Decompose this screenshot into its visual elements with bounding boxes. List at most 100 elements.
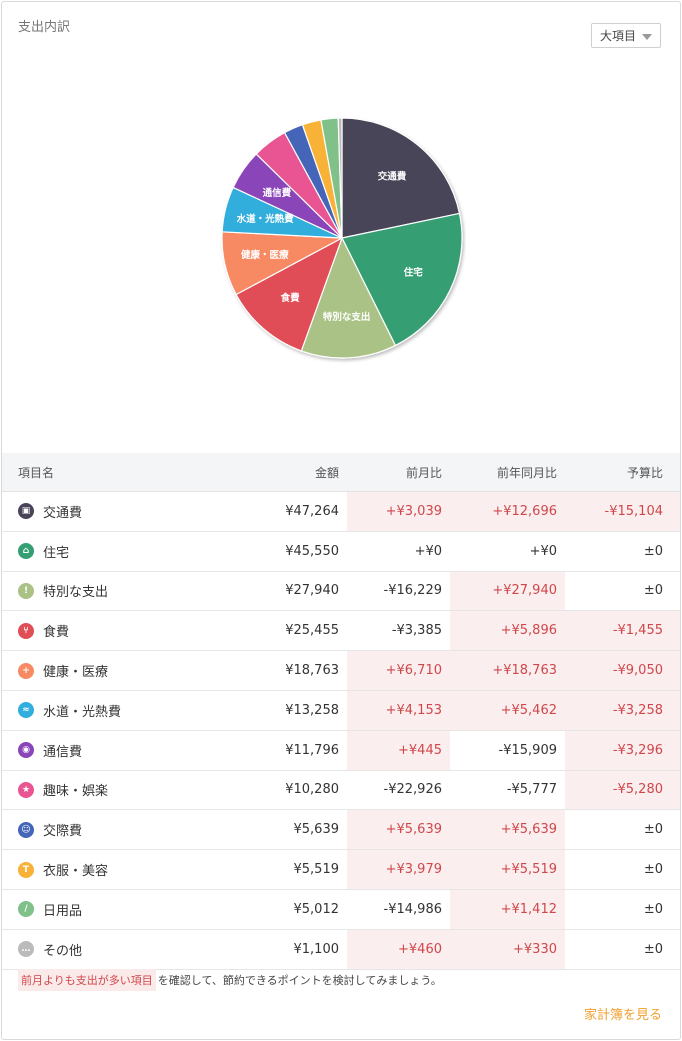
- item-name-cell: T 衣服・美容: [2, 850, 232, 889]
- brush-icon: /: [18, 901, 34, 918]
- table-row[interactable]: ≈ 水道・光熱費 ¥13,258 +¥4,153 +¥5,462 -¥3,258: [2, 690, 680, 731]
- table-row[interactable]: ⌂ 住宅 ¥45,550 +¥0 +¥0 ±0: [2, 532, 680, 572]
- pie-slice[interactable]: [337, 117, 343, 239]
- item-name: 交通費: [43, 505, 83, 521]
- chevron-down-icon: [642, 33, 652, 40]
- item-name: 食費: [43, 625, 70, 641]
- header-budget-ratio: 予算比: [626, 465, 663, 480]
- item-name-cell: / 日用品: [2, 890, 232, 929]
- yoy-cell: +¥5,639: [450, 810, 565, 850]
- fork-knife-icon: ⑂: [18, 622, 34, 639]
- item-name-cell: ⑂ 食費: [2, 611, 232, 650]
- item-name: 住宅: [43, 545, 70, 561]
- item-name-cell: + 健康・医療: [2, 651, 232, 690]
- table-body: ▣ 交通費 ¥47,264 +¥3,039 +¥12,696 -¥15,104 ⌂ 住宅 ¥45…: [2, 492, 680, 970]
- table-header: 項目名 金額 前月比 前年同月比 予算比: [2, 453, 680, 492]
- mom-cell: +¥6,710: [347, 651, 450, 690]
- pie-slice-label: 水道・光熱費: [237, 213, 295, 225]
- amount-cell: ¥1,100: [293, 941, 340, 957]
- item-name-cell: ★ 趣味・娯楽: [2, 771, 232, 810]
- amount-cell: ¥5,639: [293, 822, 340, 838]
- train-icon: ▣: [18, 503, 34, 520]
- item-name: 趣味・娯楽: [43, 784, 109, 800]
- header-year-over-year: 前年同月比: [496, 465, 557, 480]
- yoy-cell: +¥18,763: [450, 651, 565, 690]
- amount-cell: ¥25,455: [285, 623, 339, 639]
- item-name: 日用品: [43, 903, 83, 919]
- table-row[interactable]: … その他 ¥1,100 +¥460 +¥330 ±0: [2, 929, 680, 970]
- budget-cell: -¥3,258: [565, 690, 680, 730]
- item-name: 健康・医療: [43, 665, 109, 681]
- item-name: 特別な支出: [43, 585, 109, 601]
- pie-slice[interactable]: [235, 236, 344, 352]
- pie-slice[interactable]: [300, 236, 397, 359]
- table-row[interactable]: + 健康・医療 ¥18,763 +¥6,710 +¥18,763 -¥9,050: [2, 651, 680, 691]
- pie-slice-label: 健康・医療: [241, 249, 289, 261]
- advice-text: を確認して、節約できるポイントを検討してみましょう。: [157, 974, 442, 987]
- category-level-dropdown[interactable]: 大項目: [591, 23, 661, 48]
- exclamation-icon: !: [18, 582, 34, 599]
- table-row[interactable]: ★ 趣味・娯楽 ¥10,280 -¥22,926 -¥5,777 -¥5,280: [2, 770, 680, 811]
- pie-slice[interactable]: [341, 212, 463, 347]
- budget-cell: ±0: [643, 583, 663, 599]
- budget-cell: ±0: [643, 941, 663, 957]
- view-household-book-link[interactable]: 家計簿を見る: [583, 1008, 662, 1023]
- advice-note: 前月よりも支出が多い項目 を確認して、節約できるポイントを検討してみましょう。: [18, 969, 442, 991]
- item-name-cell: … その他: [2, 930, 232, 969]
- header-month-over-month: 前月比: [405, 465, 442, 480]
- budget-cell: ±0: [643, 901, 663, 917]
- star-icon: ★: [18, 781, 34, 798]
- amount-cell: ¥27,940: [285, 583, 339, 599]
- amount-cell: ¥45,550: [285, 543, 339, 559]
- mom-cell: +¥4,153: [347, 690, 450, 730]
- item-name: その他: [43, 943, 83, 959]
- table-row[interactable]: ◉ 通信費 ¥11,796 +¥445 -¥15,909 -¥3,296: [2, 730, 680, 771]
- advice-highlight: 前月よりも支出が多い項目: [18, 969, 156, 991]
- item-name-cell: ◉ 通信費: [2, 731, 232, 770]
- yoy-cell: +¥1,412: [450, 889, 565, 929]
- faucet-icon: ≈: [18, 702, 34, 719]
- mom-cell: +¥5,639: [347, 810, 450, 850]
- yoy-cell: +¥5,462: [450, 690, 565, 730]
- amount-cell: ¥10,280: [285, 782, 339, 798]
- pie-slice-label: 住宅: [404, 267, 424, 279]
- yoy-cell: +¥0: [529, 543, 557, 559]
- people-icon: ☺: [18, 821, 34, 838]
- item-name-cell: ≈ 水道・光熱費: [2, 691, 232, 730]
- table-row[interactable]: ⑂ 食費 ¥25,455 -¥3,385 +¥5,896 -¥1,455: [2, 611, 680, 652]
- item-name-cell: ! 特別な支出: [2, 572, 232, 611]
- mom-cell: +¥445: [347, 730, 450, 770]
- shirt-icon: T: [18, 861, 34, 878]
- mom-cell: +¥460: [347, 929, 450, 969]
- header-amount: 金額: [314, 465, 339, 480]
- amount-cell: ¥5,012: [293, 901, 340, 917]
- mom-cell: +¥3,039: [347, 492, 450, 531]
- table-row[interactable]: ▣ 交通費 ¥47,264 +¥3,039 +¥12,696 -¥15,104: [2, 492, 680, 532]
- pie-slice-label: 交通費: [378, 171, 407, 183]
- item-name-cell: ⌂ 住宅: [2, 532, 232, 571]
- dots-icon: …: [18, 941, 34, 958]
- item-name-cell: ▣ 交通費: [2, 492, 232, 531]
- expense-pie-chart: 交通費 住宅 特別な支出 食費 健康・医療 水道・光熱費 通信費: [214, 110, 466, 366]
- amount-cell: ¥13,258: [285, 702, 339, 718]
- table-row[interactable]: T 衣服・美容 ¥5,519 +¥3,979 +¥5,519 ±0: [2, 850, 680, 890]
- item-name: 衣服・美容: [43, 864, 109, 880]
- dropdown-label: 大項目: [599, 29, 636, 43]
- item-name: 通信費: [43, 744, 83, 760]
- table-row[interactable]: ! 特別な支出 ¥27,940 -¥16,229 +¥27,940 ±0: [2, 571, 680, 612]
- table-row[interactable]: / 日用品 ¥5,012 -¥14,986 +¥1,412 ±0: [2, 889, 680, 930]
- yoy-cell: +¥5,519: [450, 850, 565, 889]
- pie-slice-label: 食費: [280, 292, 301, 304]
- header-item-name: 項目名: [18, 465, 55, 480]
- table-row[interactable]: ☺ 交際費 ¥5,639 +¥5,639 +¥5,639 ±0: [2, 810, 680, 851]
- budget-cell: -¥3,296: [565, 730, 680, 770]
- antenna-icon: ◉: [18, 742, 34, 759]
- budget-cell: -¥15,104: [565, 492, 680, 531]
- amount-cell: ¥11,796: [285, 742, 339, 758]
- pie-slice[interactable]: [341, 117, 461, 239]
- medical-cross-icon: +: [18, 662, 34, 679]
- yoy-cell: +¥5,896: [450, 611, 565, 651]
- budget-cell: ±0: [643, 822, 663, 838]
